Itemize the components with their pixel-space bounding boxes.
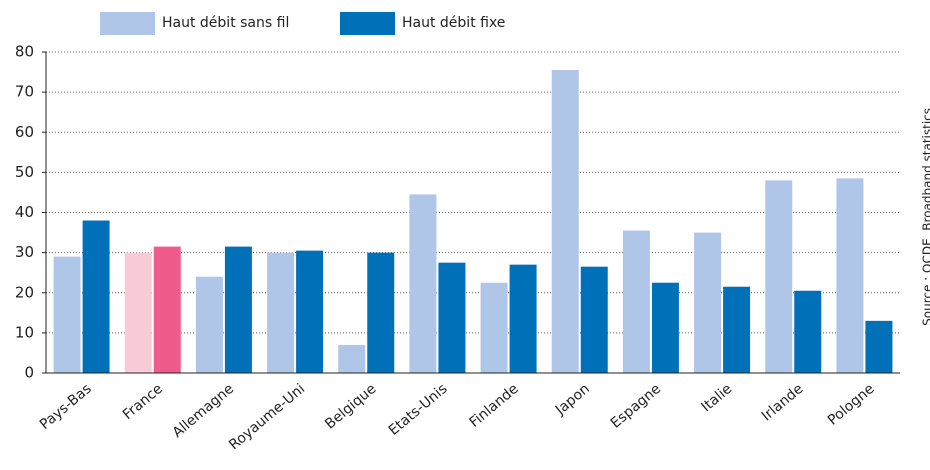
x-tick-label: Pays-Bas (37, 381, 95, 433)
y-tick-label: 20 (15, 283, 34, 301)
bar (480, 282, 508, 373)
bar (409, 194, 437, 373)
bar (438, 262, 466, 373)
y-tick-label: 0 (24, 364, 34, 382)
x-tick-label: Italie (698, 381, 735, 415)
bar (580, 266, 608, 373)
legend-swatch (100, 12, 155, 35)
x-tick-label: Etats-Unis (386, 381, 451, 439)
x-tick-label: Belgique (322, 381, 379, 433)
bar (765, 180, 793, 373)
legend-label: Haut débit fixe (402, 15, 505, 31)
bar (224, 246, 252, 373)
source-note: Source : OCDE, Broadband statistics. (921, 104, 930, 326)
y-tick-label: 60 (15, 123, 34, 141)
bar (296, 250, 324, 373)
bar (367, 252, 395, 373)
y-tick-label: 30 (15, 243, 34, 261)
x-tick-label: Pologne (825, 381, 878, 429)
bar (551, 70, 579, 374)
y-tick-label: 10 (15, 323, 34, 341)
x-tick-label: Irlande (759, 381, 807, 425)
legend-label: Haut débit sans fil (162, 15, 289, 31)
y-tick-label: 40 (15, 203, 34, 221)
x-tick-label: Royaume-Uni (226, 381, 308, 453)
bar (82, 220, 110, 373)
bar (509, 264, 537, 373)
bar (651, 282, 679, 373)
bar (836, 178, 864, 373)
y-tick-label: 70 (15, 83, 34, 101)
y-tick-label: 50 (15, 163, 34, 181)
bar (794, 290, 822, 373)
bar (694, 232, 722, 373)
y-tick-label: 80 (15, 43, 34, 61)
x-tick-label: France (120, 381, 166, 423)
x-tick-label: Finlande (467, 381, 522, 431)
x-tick-label: Allemagne (170, 381, 237, 441)
bar (195, 276, 223, 373)
x-tick-label: Japon (552, 381, 593, 419)
bar (865, 320, 893, 373)
bar (267, 252, 295, 373)
bar (723, 286, 751, 373)
bar (338, 344, 366, 373)
bar (53, 256, 81, 373)
bar (622, 230, 650, 373)
x-tick-label: Espagne (608, 381, 664, 432)
legend-swatch (340, 12, 395, 35)
bar (153, 246, 181, 373)
bar (124, 252, 152, 373)
